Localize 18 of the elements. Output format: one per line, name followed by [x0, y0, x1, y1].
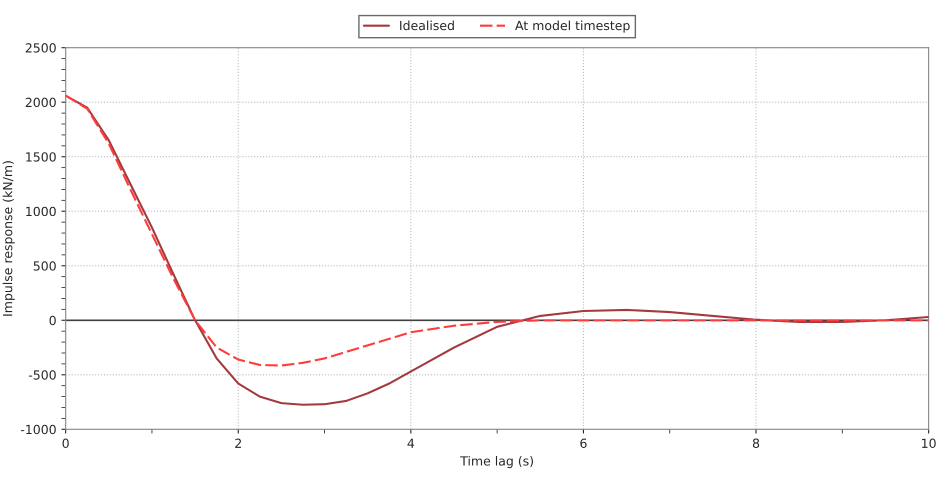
- y-tick-label: 2500: [26, 43, 56, 53]
- y-tick-label: 500: [34, 261, 56, 271]
- legend-label: Idealised: [400, 20, 454, 30]
- x-tick-label: 8: [752, 438, 760, 448]
- y-tick-label: 2000: [26, 98, 56, 108]
- y-tick-label: -500: [28, 370, 56, 380]
- x-tick-label: 4: [407, 438, 414, 448]
- x-axis-title: Time lag (s): [460, 456, 533, 468]
- x-tick-label: 10: [922, 438, 936, 448]
- x-tick-label: 6: [580, 438, 587, 448]
- y-tick-label: 1000: [26, 206, 56, 216]
- x-tick-label: 0: [62, 438, 69, 448]
- x-tick-label: 2: [235, 438, 241, 448]
- y-tick-label: 1500: [26, 152, 56, 162]
- y-tick-label: 0: [50, 316, 56, 326]
- legend-label: At model timestep: [515, 20, 630, 33]
- y-tick-label: -1000: [20, 424, 56, 434]
- y-axis-title: Impulse response (kN/m): [2, 161, 15, 316]
